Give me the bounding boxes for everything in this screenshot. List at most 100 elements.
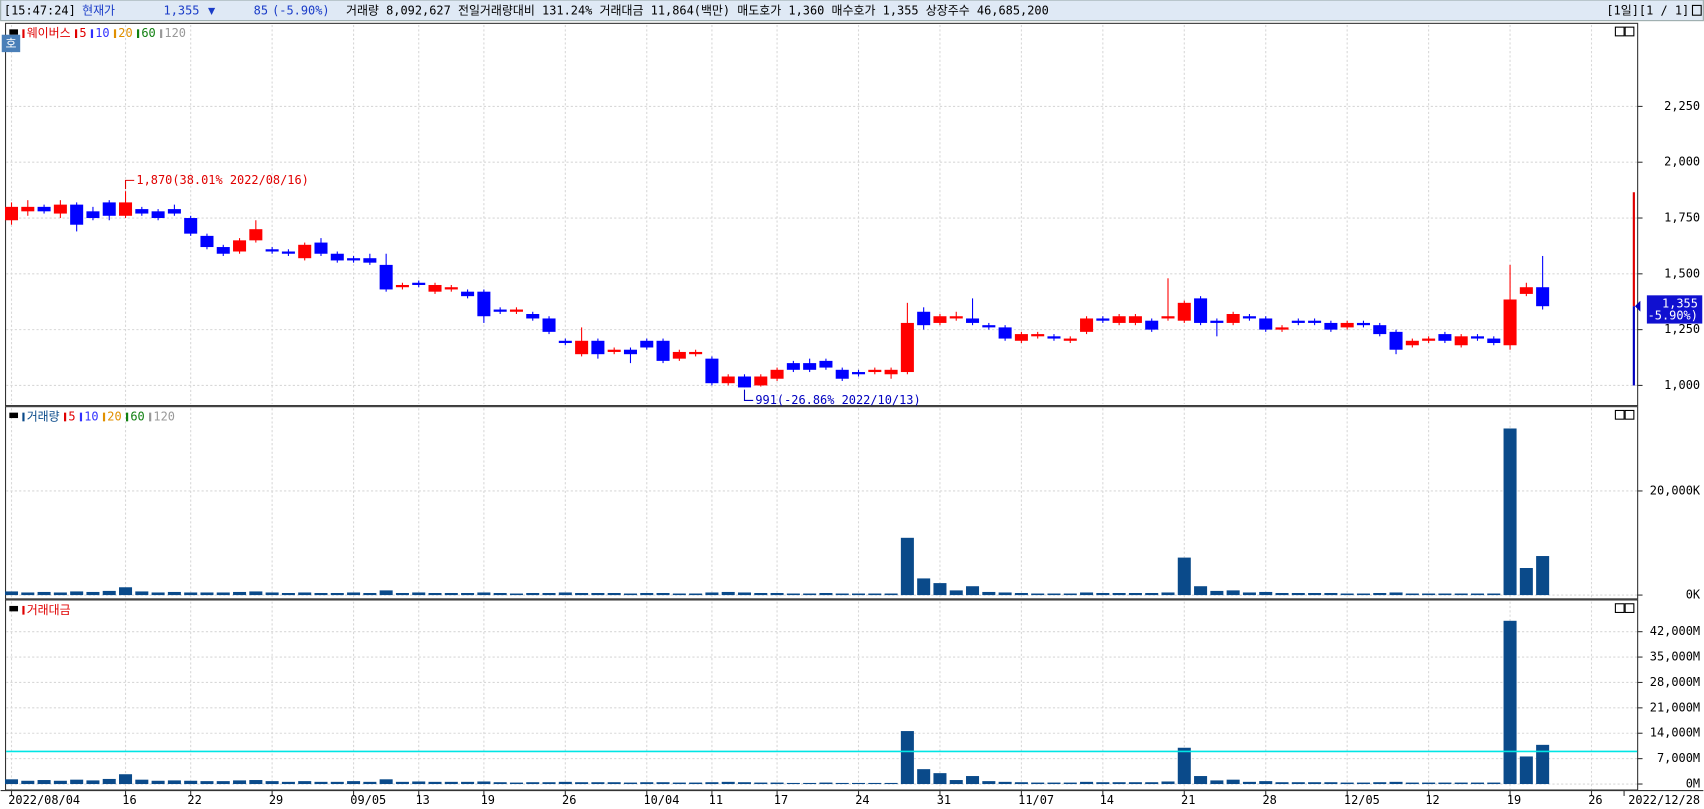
x-tick-label: 14 bbox=[1100, 793, 1114, 807]
legend-label: 웨이버스 bbox=[27, 26, 71, 40]
bar bbox=[786, 782, 800, 785]
x-tick-label: 11/07 bbox=[1018, 793, 1054, 807]
panel-button[interactable] bbox=[1624, 603, 1635, 613]
candle-body bbox=[526, 314, 540, 319]
candle-body bbox=[135, 209, 149, 214]
bar bbox=[509, 593, 523, 596]
annotation: 991(-26.86% 2022/10/13) bbox=[755, 393, 920, 407]
bar bbox=[949, 780, 963, 785]
bar bbox=[1340, 782, 1354, 785]
candle-body bbox=[477, 291, 491, 317]
candle-body bbox=[1340, 322, 1354, 328]
y-tick-label: 1,000 bbox=[1664, 378, 1700, 392]
bar bbox=[900, 537, 914, 596]
header-right[interactable]: [1일][1 / 1] bbox=[1606, 3, 1689, 17]
bar bbox=[900, 731, 914, 785]
bar bbox=[412, 781, 426, 785]
bar bbox=[1080, 592, 1094, 596]
bar bbox=[119, 587, 133, 596]
candle-body bbox=[86, 211, 100, 219]
bar bbox=[737, 592, 752, 596]
legend-label: 120 bbox=[153, 409, 175, 423]
bar bbox=[395, 592, 409, 596]
bar bbox=[216, 592, 230, 596]
bar bbox=[1519, 756, 1533, 785]
candle-body bbox=[1405, 340, 1419, 346]
candle-body bbox=[1487, 338, 1501, 344]
bar bbox=[819, 782, 833, 785]
bar bbox=[21, 592, 35, 596]
y-tick-label: 14,000M bbox=[1650, 726, 1700, 740]
x-tick-label: 28 bbox=[1262, 793, 1276, 807]
bar bbox=[1242, 592, 1256, 596]
bar bbox=[575, 592, 589, 596]
panel-button[interactable] bbox=[1624, 409, 1635, 420]
candle-body bbox=[835, 369, 849, 379]
bar bbox=[705, 782, 719, 785]
candle-body bbox=[819, 360, 833, 368]
panel-button[interactable] bbox=[1624, 26, 1635, 37]
bar bbox=[754, 592, 768, 596]
bar bbox=[998, 592, 1012, 596]
x-tick-label: 2022/08/04 bbox=[8, 793, 80, 807]
bar bbox=[1128, 592, 1142, 596]
window-button[interactable] bbox=[1691, 4, 1702, 16]
bar bbox=[591, 592, 605, 596]
bar bbox=[1080, 781, 1094, 785]
legend-swatch bbox=[64, 412, 67, 422]
bar bbox=[689, 593, 703, 596]
candle-body bbox=[509, 309, 523, 312]
bar bbox=[298, 781, 312, 785]
bar bbox=[347, 781, 361, 785]
bar bbox=[786, 593, 800, 596]
badge-box[interactable] bbox=[1, 34, 21, 53]
legend-label: 10 bbox=[84, 409, 98, 423]
bar bbox=[363, 781, 377, 785]
candle-body bbox=[933, 316, 947, 323]
legend-swatch bbox=[126, 412, 129, 422]
bar bbox=[330, 781, 344, 785]
candle-body bbox=[347, 258, 361, 261]
candle-body bbox=[428, 284, 442, 292]
bar bbox=[86, 780, 100, 785]
x-tick-label: 11 bbox=[709, 793, 723, 807]
bar bbox=[1470, 593, 1484, 596]
candle-body bbox=[689, 351, 703, 355]
panel-button[interactable] bbox=[1614, 603, 1625, 613]
bar bbox=[607, 782, 621, 785]
candle-body bbox=[1194, 298, 1208, 323]
bar bbox=[770, 782, 784, 785]
panel-button[interactable] bbox=[1614, 26, 1625, 37]
y-tick-label: 20,000K bbox=[1650, 483, 1701, 497]
candle-body bbox=[1112, 316, 1126, 323]
panel-button[interactable] bbox=[1614, 409, 1625, 420]
bar bbox=[1047, 782, 1061, 785]
bar bbox=[656, 782, 670, 785]
bar bbox=[444, 592, 458, 596]
y-tick-label: 2,000 bbox=[1664, 155, 1700, 169]
bar bbox=[119, 774, 133, 785]
legend-swatch bbox=[79, 412, 83, 422]
panel-icon bbox=[9, 412, 19, 419]
candle-body bbox=[591, 340, 605, 355]
bar bbox=[151, 780, 165, 785]
bar bbox=[933, 773, 947, 785]
bar bbox=[102, 778, 116, 785]
y-tick-label: 0K bbox=[1686, 588, 1701, 602]
bar bbox=[526, 782, 540, 785]
bar bbox=[558, 592, 572, 596]
bar bbox=[982, 781, 996, 785]
price-tag bbox=[1646, 295, 1703, 324]
x-tick-label: 12/05 bbox=[1344, 793, 1380, 807]
bar bbox=[412, 592, 426, 596]
bar bbox=[1389, 592, 1403, 596]
bar bbox=[1324, 782, 1338, 785]
bar bbox=[1226, 590, 1240, 596]
bar bbox=[1177, 747, 1191, 785]
bar bbox=[330, 592, 344, 596]
bar bbox=[672, 782, 686, 785]
x-tick-label: 19 bbox=[481, 793, 495, 807]
candle-body bbox=[1226, 314, 1240, 323]
badge[interactable]: 호 bbox=[5, 36, 16, 50]
candle-body bbox=[737, 376, 752, 388]
